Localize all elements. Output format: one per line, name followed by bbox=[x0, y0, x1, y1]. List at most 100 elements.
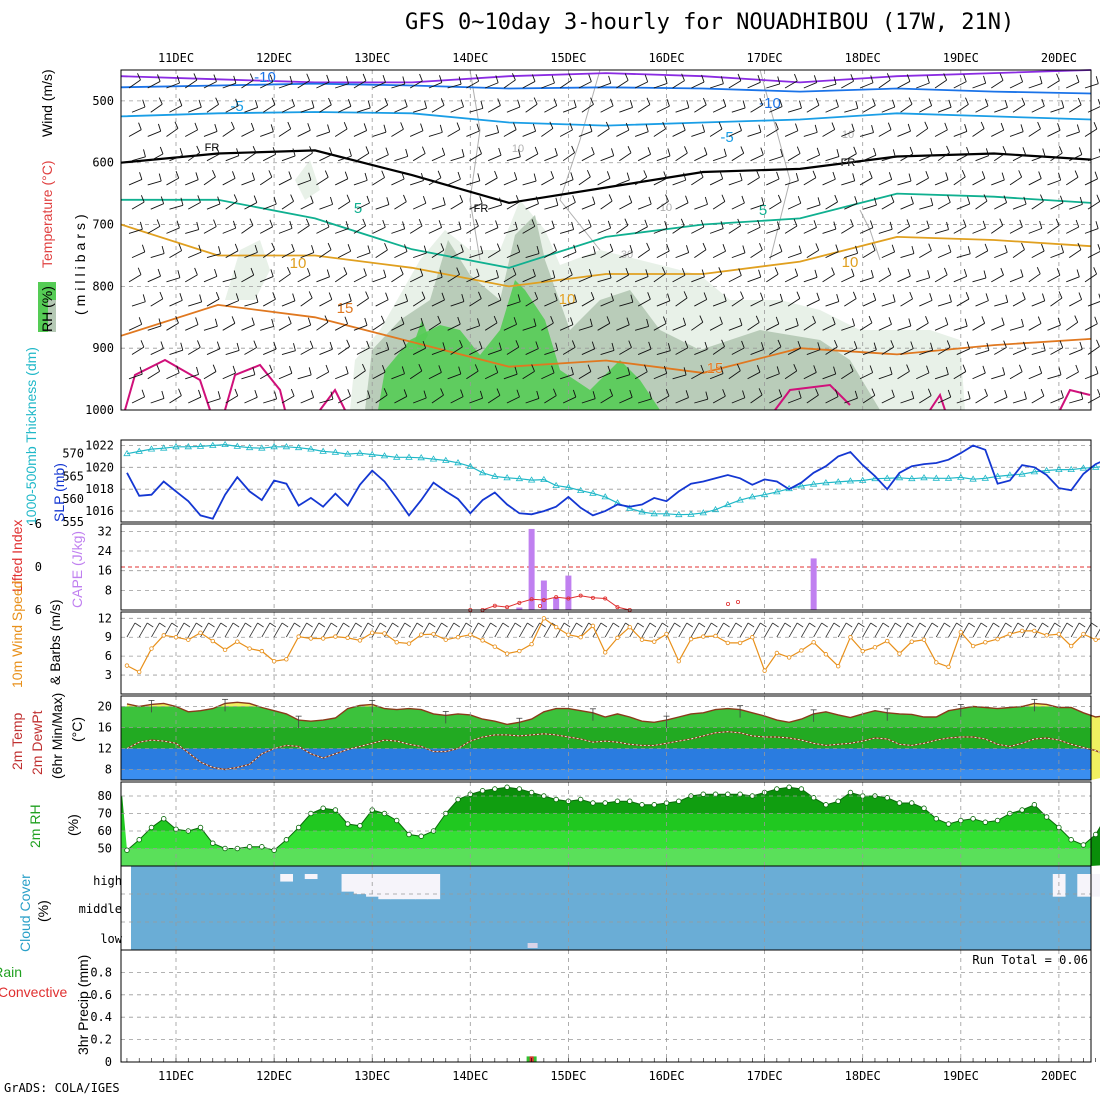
wind-barb-flag bbox=[961, 170, 966, 178]
rh2m-point bbox=[308, 810, 314, 817]
wind10-barb-flag bbox=[539, 622, 546, 628]
wind10-barb bbox=[911, 622, 921, 638]
wind-barb-flag bbox=[308, 367, 312, 376]
wind10-barb-flag bbox=[502, 622, 510, 628]
thickness-point bbox=[209, 441, 217, 448]
wind-barb bbox=[803, 227, 817, 234]
wind-barb-flag bbox=[703, 147, 708, 155]
wind-barb bbox=[747, 371, 761, 380]
wind-barb-flag bbox=[740, 146, 745, 154]
wind-barb-flag bbox=[737, 73, 742, 81]
wind-barb bbox=[934, 229, 949, 234]
x-tick-bottom: 11DEC bbox=[158, 1069, 194, 1083]
wind10-barb bbox=[739, 622, 749, 638]
wind-barb-flag bbox=[962, 364, 967, 372]
wind-barb-flag bbox=[628, 340, 632, 348]
wind-barb bbox=[578, 371, 592, 380]
cloud-gap-low bbox=[527, 943, 538, 948]
contour-label: FR bbox=[841, 157, 856, 169]
wind-barb-flag bbox=[327, 124, 331, 133]
wind-barb-flag bbox=[551, 365, 555, 373]
wind-barb bbox=[541, 82, 555, 89]
wind10-barb-flag bbox=[858, 622, 865, 628]
thickness-point bbox=[380, 452, 389, 459]
wind-barb bbox=[916, 82, 930, 89]
wind-barb bbox=[616, 374, 630, 380]
wind10-barb bbox=[862, 622, 872, 638]
thickness-point bbox=[527, 476, 536, 483]
wind-barb bbox=[485, 132, 499, 137]
li-point bbox=[538, 604, 543, 609]
wind10-barb bbox=[592, 622, 602, 638]
li-point bbox=[566, 596, 571, 601]
cape-bar bbox=[565, 575, 572, 610]
wind-barb-flag bbox=[384, 243, 388, 251]
wind-barb bbox=[750, 154, 764, 162]
wind-barb bbox=[803, 322, 816, 331]
rh2m-point bbox=[1092, 831, 1099, 838]
wind-barb bbox=[937, 251, 952, 259]
wind-barb-flag bbox=[590, 97, 594, 105]
wind-barb-flag bbox=[234, 243, 239, 251]
chart-title: GFS 0~10day 3-hourly for NOUADHIBOU (17W… bbox=[405, 10, 1015, 35]
wind-barb-flag bbox=[269, 74, 274, 83]
wind-barb bbox=[206, 348, 220, 355]
rh-contour bbox=[559, 69, 601, 251]
y-tick-rh2m: 60 bbox=[98, 824, 112, 838]
wind-barb bbox=[634, 176, 647, 186]
wind-barb-flag bbox=[737, 218, 741, 226]
wind-barb-flag bbox=[927, 270, 931, 278]
wind10-point bbox=[737, 640, 743, 646]
wind-barb-flag bbox=[780, 148, 784, 157]
wind-barb-flag bbox=[365, 291, 369, 299]
wind10-barb bbox=[1034, 622, 1043, 638]
wind-barb bbox=[222, 128, 235, 137]
wind-barb bbox=[878, 79, 891, 89]
wind-barb bbox=[147, 370, 160, 380]
wind-barb-flag bbox=[553, 98, 558, 106]
wind-barb bbox=[203, 371, 217, 380]
wind-barb-flag bbox=[217, 196, 221, 205]
rh2m-point bbox=[712, 791, 719, 797]
wind-barb bbox=[562, 251, 577, 259]
rh2m-point bbox=[676, 798, 682, 804]
wind-barb-flag bbox=[156, 219, 161, 227]
wind-barb-flag bbox=[1076, 124, 1080, 133]
wind10-barb bbox=[457, 622, 467, 638]
wind-barb-flag bbox=[553, 243, 557, 251]
wind-barb bbox=[916, 372, 930, 380]
y-tick-cape: 8 bbox=[105, 583, 112, 597]
wind-barb-flag bbox=[644, 219, 648, 227]
wind-barb bbox=[447, 373, 461, 380]
wind-barb-flag bbox=[589, 124, 593, 132]
wind-barb bbox=[900, 203, 914, 210]
wind-barb bbox=[222, 82, 237, 89]
wind-barb bbox=[619, 251, 633, 259]
wind-barb-flag bbox=[517, 294, 521, 302]
wind-barb bbox=[431, 154, 445, 162]
wind-barb-flag bbox=[273, 196, 277, 205]
wind-barb-flag bbox=[1023, 341, 1027, 350]
cloud-level-label: middle bbox=[79, 902, 122, 916]
wind-barb-flag bbox=[380, 315, 385, 323]
wind-barb bbox=[881, 251, 895, 259]
wind10-barb bbox=[702, 622, 712, 638]
wind-barb bbox=[581, 398, 596, 404]
wind-barb bbox=[450, 201, 463, 210]
rh2m-point bbox=[504, 784, 510, 790]
wind-barb-flag bbox=[910, 196, 914, 204]
wind-barb-flag bbox=[212, 364, 217, 372]
wind10-barb bbox=[200, 622, 209, 638]
wind-barb bbox=[956, 153, 970, 162]
wind-barb bbox=[803, 131, 818, 137]
wind-barb bbox=[203, 81, 217, 89]
wind-barb bbox=[278, 128, 291, 137]
wind-barb-flag bbox=[1097, 99, 1100, 106]
wind-barb-flag bbox=[270, 269, 274, 277]
wind-barb-flag bbox=[629, 389, 633, 398]
wind-barb bbox=[412, 202, 427, 210]
wind-barb-flag bbox=[214, 269, 218, 277]
wind-barb bbox=[206, 253, 221, 259]
wind-barb bbox=[353, 225, 366, 234]
wind-barb-flag bbox=[1000, 122, 1005, 131]
